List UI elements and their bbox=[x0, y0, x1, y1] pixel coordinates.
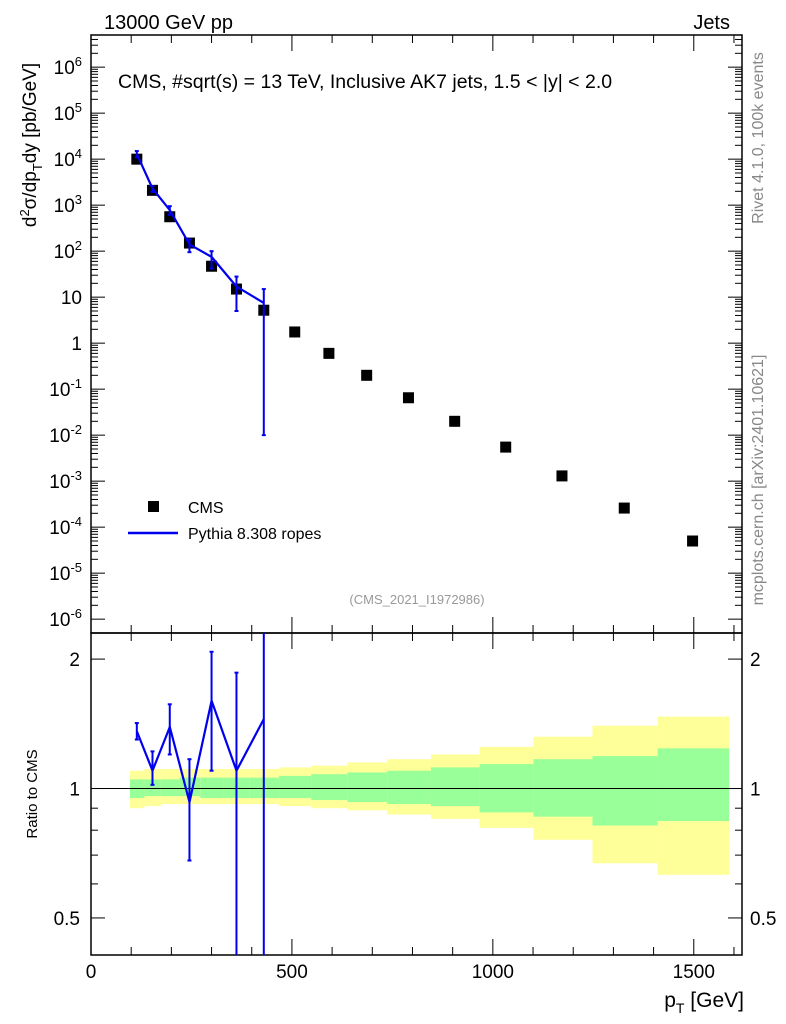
x-tick-label: 0 bbox=[86, 962, 97, 983]
ratio-band-inner bbox=[144, 779, 161, 797]
lower-y-axis-label: Ratio to CMS bbox=[24, 749, 41, 838]
ratio-band-inner bbox=[592, 756, 658, 826]
cms-data-point bbox=[323, 347, 335, 359]
ratio-band-inner bbox=[311, 774, 348, 801]
ratio-band-inner bbox=[347, 772, 388, 803]
upper-y-tick-label: 103 bbox=[54, 192, 82, 217]
cms-data-point bbox=[402, 392, 414, 404]
chart-marks: 10610510410310210110-110-210-310-410-510… bbox=[49, 34, 776, 983]
x-tick-label: 1000 bbox=[472, 962, 514, 983]
cms-data-point bbox=[361, 369, 373, 381]
upper-y-tick-label: 10-5 bbox=[49, 560, 82, 585]
upper-y-tick-label: 10-6 bbox=[49, 606, 82, 631]
cms-data-point bbox=[131, 153, 143, 165]
lower-y-tick-label-right: 0.5 bbox=[750, 909, 776, 930]
lower-y-tick-label-right: 2 bbox=[750, 650, 761, 671]
upper-y-tick-label: 10-4 bbox=[49, 514, 82, 539]
cms-data-point bbox=[618, 502, 630, 514]
upper-y-axis-label: d2σ/dpTdy [pb/GeV] bbox=[17, 63, 45, 227]
lower-y-tick-label-right: 1 bbox=[750, 780, 761, 801]
legend-label-pythia: Pythia 8.308 ropes bbox=[188, 526, 321, 543]
cms-data-point bbox=[500, 441, 512, 453]
ratio-band-inner bbox=[279, 775, 312, 799]
cms-data-point bbox=[687, 535, 699, 547]
rivet-version-label: Rivet 4.1.0, 100k events bbox=[750, 52, 767, 224]
ratio-band-inner bbox=[200, 777, 224, 799]
lower-y-tick-label-left: 1 bbox=[69, 780, 80, 801]
upper-y-tick-label: 10-1 bbox=[49, 376, 82, 401]
x-tick-label: 1500 bbox=[673, 962, 715, 983]
cms-data-point bbox=[556, 470, 568, 482]
plot-title: CMS, #sqrt(s) = 13 TeV, Inclusive AK7 je… bbox=[118, 71, 612, 93]
upper-y-tick-label: 10-3 bbox=[49, 468, 82, 493]
cms-data-point bbox=[164, 211, 176, 223]
cms-data-point bbox=[289, 326, 301, 338]
upper-y-tick-label: 102 bbox=[54, 238, 82, 263]
upper-y-tick-label: 106 bbox=[54, 54, 82, 79]
lower-panel-frame bbox=[90, 632, 743, 956]
ratio-band-inner bbox=[160, 779, 180, 797]
upper-y-tick-label: 10 bbox=[61, 288, 82, 309]
ratio-band-inner bbox=[430, 767, 480, 807]
legend-marker-cms bbox=[148, 501, 159, 512]
upper-y-tick-label: 1 bbox=[71, 334, 82, 355]
upper-y-tick-label: 104 bbox=[54, 146, 82, 171]
upper-panel-frame bbox=[90, 34, 743, 634]
legend-label-cms: CMS bbox=[188, 500, 224, 517]
analysis-label: (CMS_2021_I1972986) bbox=[349, 592, 484, 607]
lower-y-tick-label-left: 0.5 bbox=[54, 909, 80, 930]
upper-y-tick-label: 10-2 bbox=[49, 422, 82, 447]
ratio-band-inner bbox=[387, 770, 431, 805]
ratio-band-inner bbox=[657, 748, 730, 822]
x-axis-label: pT [GeV] bbox=[664, 989, 744, 1016]
mcplots-label: mcplots.cern.ch [arXiv:2401.10621] bbox=[750, 355, 767, 606]
upper-y-tick-label: 105 bbox=[54, 100, 82, 125]
pythia-line bbox=[135, 153, 265, 304]
ratio-band-inner bbox=[533, 759, 593, 817]
header-right: Jets bbox=[693, 12, 730, 34]
header-left: 13000 GeV pp bbox=[104, 12, 233, 34]
x-tick-label: 500 bbox=[276, 962, 308, 983]
cms-data-point bbox=[449, 415, 461, 427]
lower-y-tick-label-left: 2 bbox=[69, 650, 80, 671]
